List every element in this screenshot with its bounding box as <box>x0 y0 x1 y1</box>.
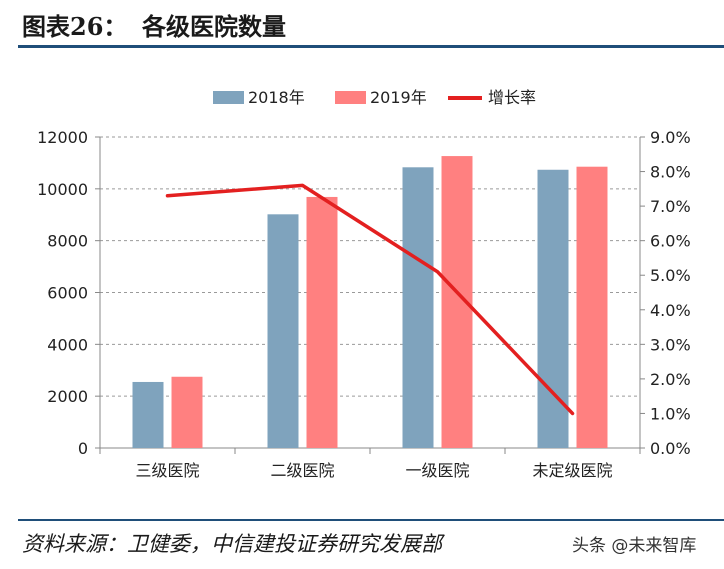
y-left-tick-label: 2000 <box>47 387 88 406</box>
legend-label-2018: 2018年 <box>248 88 305 107</box>
y-left-tick-label: 8000 <box>47 232 88 251</box>
y-left-tick-label: 0 <box>78 439 88 458</box>
bar-2018-2 <box>402 167 434 449</box>
legend-swatch-2018 <box>213 91 244 104</box>
y-left-tick-label: 4000 <box>47 335 88 354</box>
legend-swatch-2019 <box>335 91 366 104</box>
footer-rule <box>18 519 724 521</box>
source-note: 资料来源：卫健委，中信建投证券研究发展部 <box>22 532 442 556</box>
y-right-tick-label: 7.0% <box>650 197 691 216</box>
bar-2018-0 <box>132 381 164 448</box>
legend-label-2019: 2019年 <box>370 88 427 107</box>
y-right-tick-label: 0.0% <box>650 439 691 458</box>
figure-title: 各级医院数量 <box>142 13 286 41</box>
x-tick-label: 二级医院 <box>270 461 334 480</box>
bar-2019-0 <box>171 376 203 448</box>
bar-2018-1 <box>267 214 299 448</box>
legend: 2018年 2019年 增长率 <box>213 88 536 107</box>
y-right-tick-label: 6.0% <box>650 232 691 251</box>
y-left-tick-label: 10000 <box>37 180 88 199</box>
y-right-tick-label: 2.0% <box>650 370 691 389</box>
bar-2019-1 <box>306 196 338 448</box>
y-right-tick-label: 1.0% <box>650 404 691 423</box>
x-tick-label: 三级医院 <box>135 461 199 480</box>
figure-header: 图表26： 各级医院数量 <box>0 0 724 45</box>
y-right-tick-label: 3.0% <box>650 335 691 354</box>
y-right-tick-label: 5.0% <box>650 266 691 285</box>
legend-label-growth: 增长率 <box>488 88 536 107</box>
watermark: 头条 @未来智库 <box>572 536 697 556</box>
y-left-tick-label: 12000 <box>37 128 88 147</box>
y-right-tick-label: 8.0% <box>650 163 691 182</box>
y-left-tick-label: 6000 <box>47 284 88 303</box>
figure-label: 图表26： <box>22 12 128 41</box>
bar-2019-3 <box>576 166 608 448</box>
header-rule <box>18 45 724 48</box>
y-right-tick-label: 4.0% <box>650 301 691 320</box>
growth-rate-line <box>165 183 575 416</box>
y-right-tick-label: 9.0% <box>650 128 691 147</box>
x-tick-label: 一级医院 <box>405 461 469 480</box>
bars <box>132 156 608 449</box>
x-tick-label: 未定级医院 <box>532 461 612 480</box>
growth-line-series <box>165 183 575 416</box>
hospital-count-chart: 2018年 2019年 增长率 0 2000 4000 6000 8000 10000 12… <box>37 88 691 480</box>
tick-labels: 0 2000 4000 6000 8000 10000 12000 0.0% 1.0% 2.0% 3… <box>37 128 691 480</box>
